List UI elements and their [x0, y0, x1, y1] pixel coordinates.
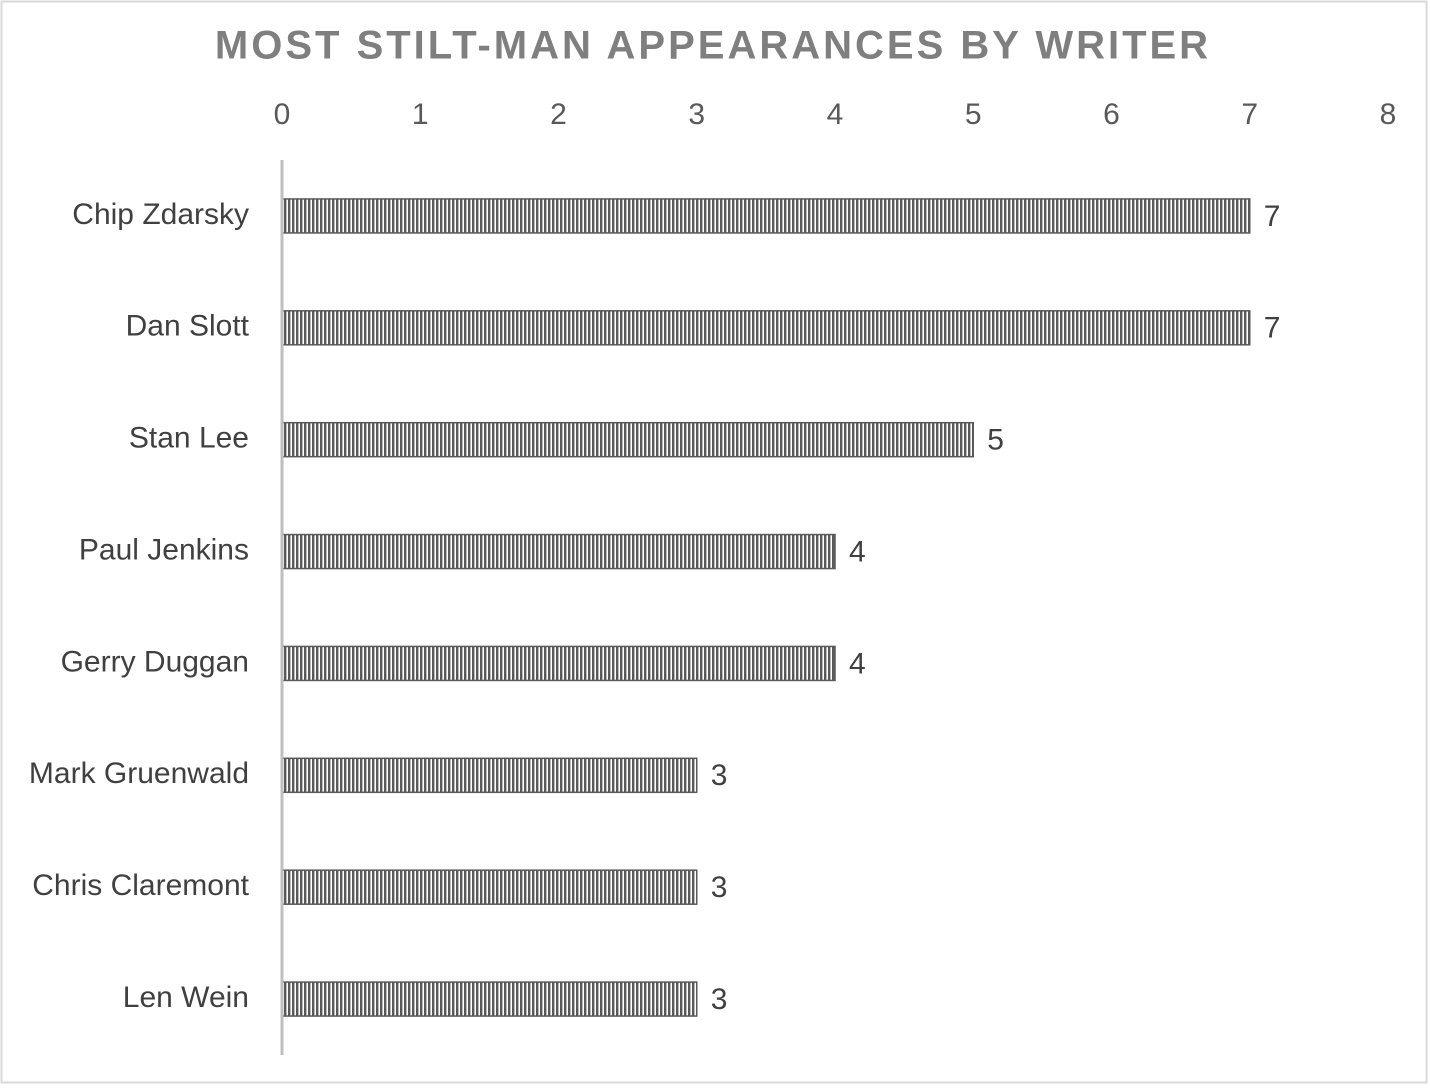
- bar: [281, 645, 836, 682]
- x-tick-label: 2: [550, 98, 567, 131]
- y-tick-label: Chris Claremont: [32, 869, 249, 902]
- x-tick-label: 1: [412, 98, 429, 131]
- bar: [281, 757, 698, 794]
- data-label: 7: [1264, 312, 1281, 345]
- y-tick-label: Dan Slott: [126, 310, 250, 343]
- bar: [281, 198, 1251, 234]
- data-label: 3: [711, 871, 728, 904]
- data-label: 4: [849, 647, 866, 680]
- chart-title: MOST STILT-MAN APPEARANCES BY WRITER: [215, 24, 1211, 68]
- data-label: 5: [987, 424, 1004, 457]
- x-tick-label: 8: [1380, 98, 1397, 131]
- x-tick-label: 7: [1241, 98, 1258, 131]
- x-tick-label: 3: [688, 98, 705, 131]
- data-label: 7: [1264, 200, 1281, 233]
- bar: [281, 981, 698, 1017]
- y-tick-label: Stan Lee: [129, 422, 249, 455]
- y-tick-label: Paul Jenkins: [79, 533, 249, 566]
- bar: [281, 310, 1251, 346]
- data-label: 4: [849, 535, 866, 568]
- y-tick-label: Chip Zdarsky: [72, 198, 249, 231]
- data-label: 3: [711, 983, 728, 1016]
- bar: [281, 421, 974, 458]
- x-tick-label: 0: [274, 98, 291, 131]
- y-tick-label: Len Wein: [123, 981, 249, 1014]
- bar: [281, 869, 698, 905]
- data-label: 3: [711, 759, 728, 792]
- y-tick-label: Gerry Duggan: [61, 645, 249, 678]
- y-tick-label: Mark Gruenwald: [29, 757, 249, 790]
- bar: [281, 533, 836, 570]
- x-tick-label: 5: [965, 98, 982, 131]
- x-tick-label: 4: [827, 98, 844, 131]
- x-tick-label: 6: [1103, 98, 1120, 131]
